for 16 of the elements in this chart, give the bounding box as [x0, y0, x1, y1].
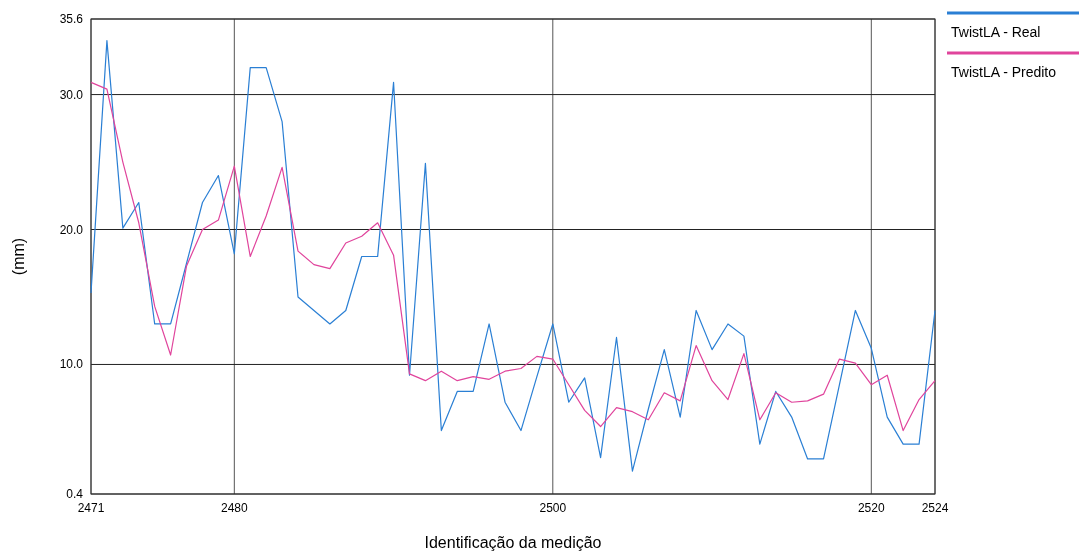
- x-tick-label: 2500: [539, 501, 567, 515]
- text: TwistLA - Real: [951, 24, 1041, 40]
- y-tick-label: 30.0: [59, 87, 84, 102]
- y-tick-label: 20.0: [59, 222, 84, 237]
- x-axis-title: Identificação da medição: [424, 534, 602, 551]
- x-tick-label: 2520: [857, 501, 885, 515]
- x-tick-label: 2524: [921, 501, 949, 515]
- line-series: [90, 39, 936, 472]
- y-tick-label: 35.6: [59, 12, 84, 26]
- y-axis-title: (mm): [10, 237, 27, 276]
- x-tick-label: 2471: [77, 501, 105, 515]
- line-series: [90, 81, 936, 432]
- x-tick-label: 2480: [220, 501, 248, 515]
- y-tick-label: 0.4: [66, 487, 84, 501]
- text: TwistLA - Predito: [951, 64, 1057, 80]
- y-tick-label: 10.0: [59, 357, 84, 372]
